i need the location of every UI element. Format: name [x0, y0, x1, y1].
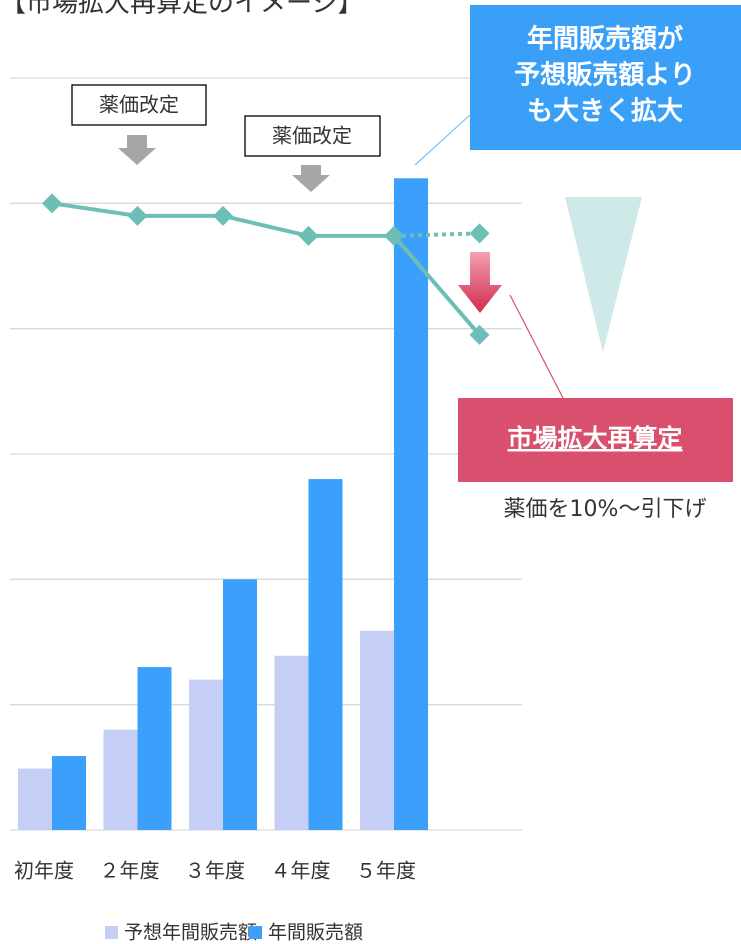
price-marker: [384, 225, 404, 246]
reduction-arrow: [458, 252, 502, 313]
x-tick-label: ２年度: [100, 859, 160, 883]
bar: [103, 729, 138, 830]
chart-title: 【市場拡大再算定のイメージ】: [0, 0, 363, 19]
bar: [394, 178, 428, 830]
callout-text: 予想販売額より: [514, 61, 695, 91]
x-tick-label: ３年度: [185, 859, 245, 883]
revision-label: 薬価改定: [99, 93, 179, 117]
legend-label: 年間販売額: [268, 922, 363, 944]
bar: [189, 679, 223, 830]
x-tick-label: ４年度: [271, 859, 331, 883]
decrease-triangle: [565, 197, 642, 352]
legend-swatch: [105, 926, 118, 939]
bar: [223, 579, 257, 830]
price-marker: [298, 225, 319, 246]
price-marker: [42, 193, 62, 214]
x-tick-label: 初年度: [14, 859, 74, 883]
callout-text: も大きく拡大: [527, 97, 683, 127]
legend-swatch: [249, 926, 262, 939]
legend-label: 予想年間販売額: [124, 922, 257, 944]
price-line: [51, 201, 482, 337]
reduction-label: 薬価を10%～引下げ: [504, 497, 707, 522]
callout-box: [470, 5, 741, 150]
price-marker: [127, 205, 148, 226]
revision-box: [71, 84, 207, 126]
bar: [274, 655, 309, 830]
repricing-box: [458, 398, 733, 482]
callout-pointer: [414, 114, 471, 166]
bar: [18, 768, 52, 830]
bar: [137, 667, 172, 830]
price-line: [393, 231, 480, 238]
revision-label: 薬価改定: [272, 124, 352, 148]
repricing-pointer: [509, 294, 564, 399]
price-marker: [469, 324, 490, 345]
bar: [308, 479, 343, 830]
bar: [360, 630, 394, 830]
revision-arrow: [118, 135, 156, 165]
revision-box: [244, 115, 381, 157]
price-marker: [213, 205, 233, 226]
callout-text: 年間販売額が: [527, 24, 683, 55]
bar: [52, 756, 86, 830]
revision-arrow: [292, 165, 330, 192]
plot: 初年度 ２年度 ３年度 ４年度 ５年度: [10, 77, 522, 883]
x-tick-label: ５年度: [356, 859, 416, 883]
price-marker: [469, 223, 490, 244]
repricing-label: 市場拡大再算定: [507, 424, 682, 453]
